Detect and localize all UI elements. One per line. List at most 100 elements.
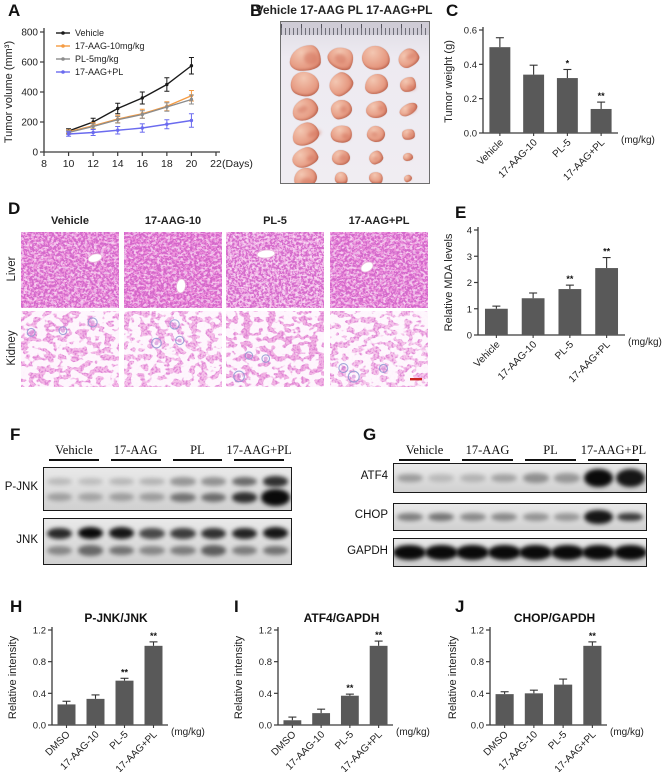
bar-17-AAG+PL: [369, 645, 388, 725]
panel-i: I 0.0 0.4 0.8 1.2 Relative intensity ATF4/GAP…: [228, 596, 458, 772]
y-axis-label: Tumor weight (g): [443, 40, 455, 123]
tumor-specimen: [367, 148, 385, 166]
tumor-specimen: [399, 76, 417, 92]
blot-label-ATF4: ATF4: [360, 470, 388, 482]
blot-band: [139, 493, 165, 502]
bar-DMSO: [57, 704, 76, 725]
blot-band: [262, 476, 289, 487]
glomerulus: [378, 363, 389, 373]
panel-h-label: H: [10, 597, 23, 616]
tumor-specimen: [365, 99, 387, 119]
bar-Vehicle: [484, 308, 508, 335]
histology-image: [21, 311, 119, 387]
blot-band: [394, 545, 427, 560]
y-tick-label: 0.0: [471, 721, 484, 732]
bar-17-AAG-10: [86, 698, 105, 725]
histology-col-header: PL-5: [263, 215, 287, 227]
legend-label: 17-AAG-10mg/kg: [75, 41, 145, 51]
blot-band: [554, 513, 581, 521]
unit-label: (mg/kg): [610, 727, 644, 738]
bar-PL-5: [115, 680, 134, 725]
y-axis-label: Relative intensity: [7, 635, 19, 719]
bar-17-AAG+PL: [583, 645, 602, 725]
panel-b: B Vehicle 17-AAG PL 17-AAG+PL: [238, 0, 443, 192]
y-tick-label: 0.2: [464, 94, 477, 105]
blot-group-underline: [49, 459, 99, 461]
bar-DMSO: [495, 694, 514, 725]
liver-vessel: [256, 249, 276, 259]
histology-cell-kidney-17-aag-pl: [330, 311, 428, 387]
blot-band: [170, 492, 196, 502]
category-label: PL-5: [108, 729, 131, 752]
data-point: [189, 64, 194, 68]
blot-group-underline: [172, 459, 223, 461]
histology-image: [330, 311, 428, 387]
blot-band: [46, 477, 73, 486]
data-point: [189, 118, 194, 123]
y-tick-label: 1.2: [33, 626, 46, 637]
blot-band: [261, 489, 290, 506]
bar-17-AAG-10: [312, 713, 331, 725]
series-PL-5mg/kg: [66, 94, 194, 135]
blot-band: [519, 545, 553, 560]
significance-marker: **: [589, 631, 597, 641]
tumor-specimen: [400, 127, 416, 141]
blot-CHOP: [393, 503, 647, 531]
tumor-dark-patch: [404, 51, 417, 61]
blot-band: [170, 545, 196, 556]
y-tick-label: 0.4: [464, 60, 477, 71]
liver-vessel: [87, 253, 103, 263]
series-17-AAG-10mg/kg: [66, 90, 194, 135]
significance-marker: **: [121, 667, 129, 677]
histology-image: [330, 232, 428, 308]
blot-band: [428, 513, 455, 521]
tumor-dark-patch: [305, 153, 316, 162]
liver-vessel: [176, 278, 186, 294]
data-point: [140, 126, 144, 130]
blot-band: [77, 527, 103, 540]
blot-band: [456, 545, 490, 560]
y-tick-label: 0: [467, 331, 472, 342]
tumor-dark-patch: [338, 154, 348, 162]
x-tick-label: 14: [112, 158, 124, 170]
histology-col-header: 17-AAG+PL: [348, 215, 410, 227]
significance-marker: **: [346, 683, 354, 693]
blot-band: [584, 468, 614, 488]
blot-group-label: Vehicle: [405, 443, 444, 457]
data-point: [165, 82, 169, 87]
histology-cell-liver-17-aag-pl: [330, 232, 428, 308]
bar-17-AAG+PL: [144, 645, 163, 725]
histology-row-label: Kidney: [6, 330, 18, 366]
tumor-photo: [280, 21, 430, 184]
y-tick-label: 800: [21, 28, 38, 39]
histology-cell-kidney-17-aag-10: [124, 311, 222, 387]
blot-group-underline: [525, 459, 576, 461]
blot-band: [201, 492, 227, 502]
blot-band: [491, 513, 518, 521]
panel-f-label: F: [10, 425, 21, 444]
blot-band: [232, 527, 258, 540]
blot-band: [201, 545, 227, 556]
significance-marker: **: [598, 91, 606, 101]
tumor-specimen: [332, 149, 350, 165]
tumor-specimen: [286, 66, 324, 102]
glomerulus: [169, 319, 180, 330]
blot-JNK: [43, 518, 292, 565]
tumor-specimen: [288, 44, 322, 72]
x-tick-label: 16: [136, 158, 148, 170]
x-axis-label: (Days): [222, 158, 253, 170]
blot-band: [46, 527, 73, 540]
blot-band: [584, 509, 614, 525]
blot-band: [550, 545, 584, 560]
glomerulus: [244, 351, 254, 360]
bar-DMSO: [283, 720, 302, 725]
y-tick-label: 200: [21, 118, 38, 129]
blot-band: [424, 545, 458, 560]
blot-band: [428, 473, 455, 483]
panel-i-label: I: [234, 597, 239, 616]
blot-band: [108, 545, 134, 556]
significance-marker: **: [566, 274, 574, 284]
significance-marker: **: [150, 631, 158, 641]
significance-marker: **: [375, 630, 383, 640]
